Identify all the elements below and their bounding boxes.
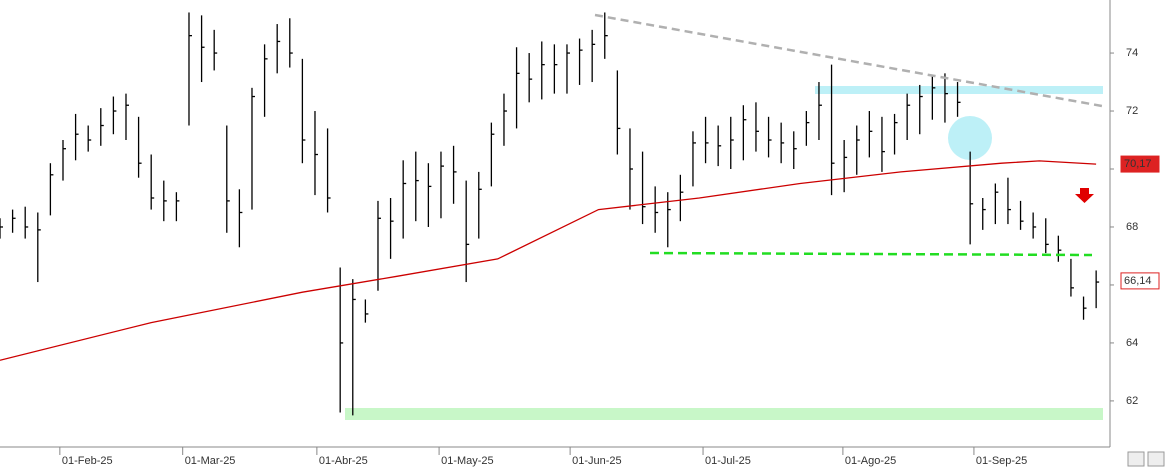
y-tick-label: 74 xyxy=(1126,47,1138,59)
x-tick-label: 01-Jul-25 xyxy=(705,455,751,467)
scroll-buttons[interactable] xyxy=(1127,451,1165,467)
down-arrow xyxy=(1075,188,1094,203)
annotations-top xyxy=(594,13,1103,257)
x-tick-label: 01-Abr-25 xyxy=(319,455,368,467)
price-label-box xyxy=(1120,155,1160,173)
y-tick-label: 72 xyxy=(1126,105,1138,117)
y-tick-label: 62 xyxy=(1126,395,1138,407)
trend-line xyxy=(594,13,1103,108)
zoom-in-button[interactable] xyxy=(1147,451,1165,467)
x-tick-label: 01-Ago-25 xyxy=(845,455,896,467)
y-tick-label: 68 xyxy=(1126,221,1138,233)
resistance-band xyxy=(815,86,1103,94)
x-tick-label: 01-Sep-25 xyxy=(976,455,1027,467)
zoom-out-button[interactable] xyxy=(1127,451,1145,467)
support-line xyxy=(649,251,1093,257)
price-label-box xyxy=(1120,272,1160,290)
x-tick-label: 01-May-25 xyxy=(441,455,494,467)
y-tick-label: 64 xyxy=(1126,337,1138,349)
x-tick-label: 01-Feb-25 xyxy=(62,455,113,467)
support-band xyxy=(345,408,1103,420)
x-tick-label: 01-Jun-25 xyxy=(572,455,622,467)
price-label: 66,14 xyxy=(1124,275,1152,287)
highlight-circle xyxy=(948,116,992,160)
x-tick-label: 01-Mar-25 xyxy=(185,455,236,467)
annotations xyxy=(345,86,1103,420)
price-label: 70,17 xyxy=(1124,158,1152,170)
moving-average xyxy=(0,160,1097,361)
plot-area xyxy=(0,12,1100,416)
